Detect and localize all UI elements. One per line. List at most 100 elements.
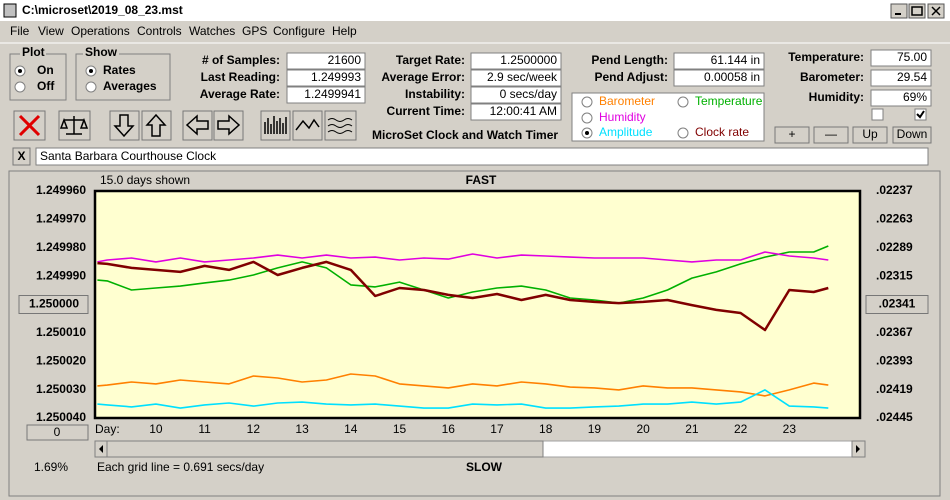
button-label: — [825, 127, 837, 141]
field-box [470, 103, 562, 121]
legend-label: Humidity [599, 110, 646, 124]
button[interactable] [813, 126, 849, 144]
legend-box [571, 92, 765, 142]
field-label: Target Rate: [396, 53, 465, 67]
x-tick-label: 22 [734, 422, 748, 436]
button-label: + [788, 127, 795, 141]
series-line [97, 389, 829, 409]
legend-label: Clock rate [695, 125, 749, 139]
down-arrow-icon [113, 114, 135, 138]
close-icon [931, 6, 941, 16]
checkbox[interactable] [871, 108, 884, 121]
x-tick-label: 20 [636, 422, 650, 436]
scroll-right-icon [856, 445, 860, 453]
toolbar [13, 110, 357, 141]
zero-button-label: 0 [54, 425, 61, 439]
field-box [870, 69, 932, 87]
y-tick-button[interactable] [18, 295, 89, 314]
radio-label: Averages [103, 79, 157, 93]
button[interactable] [774, 126, 810, 144]
button[interactable] [852, 126, 888, 144]
show-group-box [75, 53, 171, 101]
y2-tick-button[interactable] [865, 295, 929, 314]
plot-area [93, 189, 862, 420]
maximize-icon [911, 6, 923, 16]
button-label: Down [897, 127, 928, 141]
scroll-thumb[interactable] [106, 440, 544, 458]
y2-tick-label: .02315 [876, 268, 913, 282]
y2-tick-label: .02341 [879, 297, 916, 311]
x-tick-label: 18 [539, 422, 553, 436]
status-percent: 1.69% [34, 460, 68, 474]
y2-tick-label: .02419 [876, 382, 913, 396]
y-tick-label: 1.250010 [36, 325, 86, 339]
field-box [470, 52, 562, 70]
app-icon [3, 3, 17, 18]
y2-tick-label: .02445 [876, 410, 913, 424]
menu-item[interactable]: Configure [273, 24, 325, 38]
grid-note: Each grid line = 0.691 secs/day [97, 460, 264, 474]
menu-item[interactable]: View [38, 24, 64, 38]
top-label: FAST [466, 173, 497, 187]
field-label: Average Rate: [200, 87, 280, 101]
field-label: Average Error: [381, 70, 465, 84]
radio-button[interactable] [85, 81, 97, 93]
clear-name-label: X [17, 149, 25, 163]
clear-name-button[interactable] [12, 147, 31, 166]
field-value: 12:00:41 AM [490, 104, 557, 118]
field-label: Humidity: [809, 90, 864, 104]
field-value: 75.00 [897, 50, 927, 64]
y-tick-label: 1.250020 [36, 353, 86, 367]
legend-radio[interactable] [677, 96, 689, 108]
minimize-button[interactable] [890, 3, 908, 19]
y-tick-label: 1.249990 [36, 268, 86, 282]
field-box [673, 52, 765, 70]
tool-button[interactable] [260, 110, 291, 141]
y2-tick-label: .02393 [876, 353, 913, 367]
clock-name-field[interactable] [35, 147, 929, 166]
menu-item[interactable]: GPS [242, 24, 267, 38]
y-tick-label: 1.250030 [36, 382, 86, 396]
button[interactable] [892, 126, 932, 144]
menu-item[interactable]: Help [332, 24, 357, 38]
field-value: 61.144 in [711, 53, 760, 67]
x-tick-label: 17 [490, 422, 504, 436]
window-controls[interactable] [890, 3, 945, 19]
field-value: 0 secs/day [500, 87, 557, 101]
x-tick-label: 19 [588, 422, 602, 436]
radio-label: Rates [103, 63, 136, 77]
left-arrow-icon [185, 114, 209, 136]
field-box [870, 89, 932, 107]
menu-item[interactable]: Operations [71, 24, 130, 38]
show-group-title-bg [83, 47, 119, 59]
window-title: C:\microset\2019_08_23.mst [22, 3, 183, 17]
legend-radio[interactable] [677, 127, 689, 139]
radio-button[interactable] [14, 81, 26, 93]
line-icon [295, 118, 320, 131]
radio-button-dot [18, 69, 22, 73]
legend-label: Amplitude [599, 125, 653, 139]
tool-button[interactable] [324, 110, 357, 141]
y2-tick-label: .02263 [876, 212, 913, 226]
radio-label: Off [37, 79, 55, 93]
x-tick-label: 21 [685, 422, 699, 436]
field-value: 29.54 [897, 70, 927, 84]
radio-button-dot [89, 69, 93, 73]
field-box [673, 69, 765, 87]
field-label: Barometer: [800, 70, 864, 84]
x-tick-label: 16 [442, 422, 456, 436]
legend-radio[interactable] [581, 112, 593, 124]
field-value: 1.2499941 [304, 87, 361, 101]
zero-button[interactable] [26, 424, 89, 441]
checkmark [916, 110, 925, 119]
legend-radio[interactable] [581, 96, 593, 108]
legend-label: Temperature [695, 94, 763, 108]
menu-item[interactable]: File [10, 24, 30, 38]
legend-radio-dot [585, 131, 589, 135]
x-tick-label: 14 [344, 422, 358, 436]
field-label: # of Samples: [202, 53, 280, 67]
menu-item[interactable]: Controls [137, 24, 182, 38]
field-box [286, 86, 366, 104]
up-arrow-icon [145, 113, 167, 137]
menu-item[interactable]: Watches [189, 24, 235, 38]
